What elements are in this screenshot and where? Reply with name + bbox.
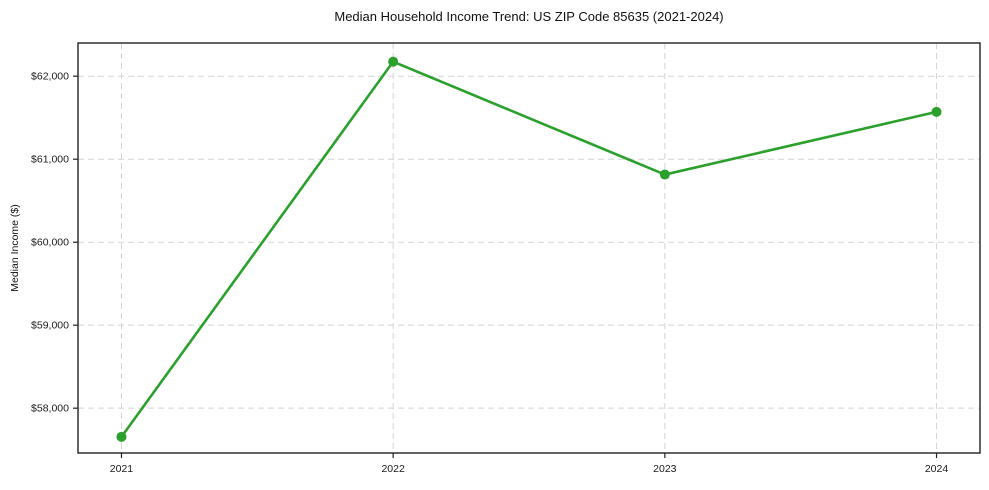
x-tick-label: 2023 <box>653 463 677 475</box>
x-tick-label: 2021 <box>110 463 134 475</box>
series-line <box>120 60 938 439</box>
plot-frame <box>77 42 981 454</box>
chart-title: Median Household Income Trend: US ZIP Co… <box>334 9 724 24</box>
x-tick-label: 2024 <box>925 463 949 475</box>
data-point-2022 <box>388 56 399 67</box>
data-point-2021 <box>116 431 127 442</box>
data-point-2023 <box>659 169 670 180</box>
x-tick-label: 2022 <box>381 463 405 475</box>
y-tick-label: $59,000 <box>31 320 69 332</box>
data-point-2024 <box>931 106 942 117</box>
y-tick-label: $58,000 <box>31 403 69 415</box>
y-tick-label: $61,000 <box>31 154 69 166</box>
y-tick-label: $60,000 <box>31 237 69 249</box>
y-tick-label: $62,000 <box>31 71 69 83</box>
